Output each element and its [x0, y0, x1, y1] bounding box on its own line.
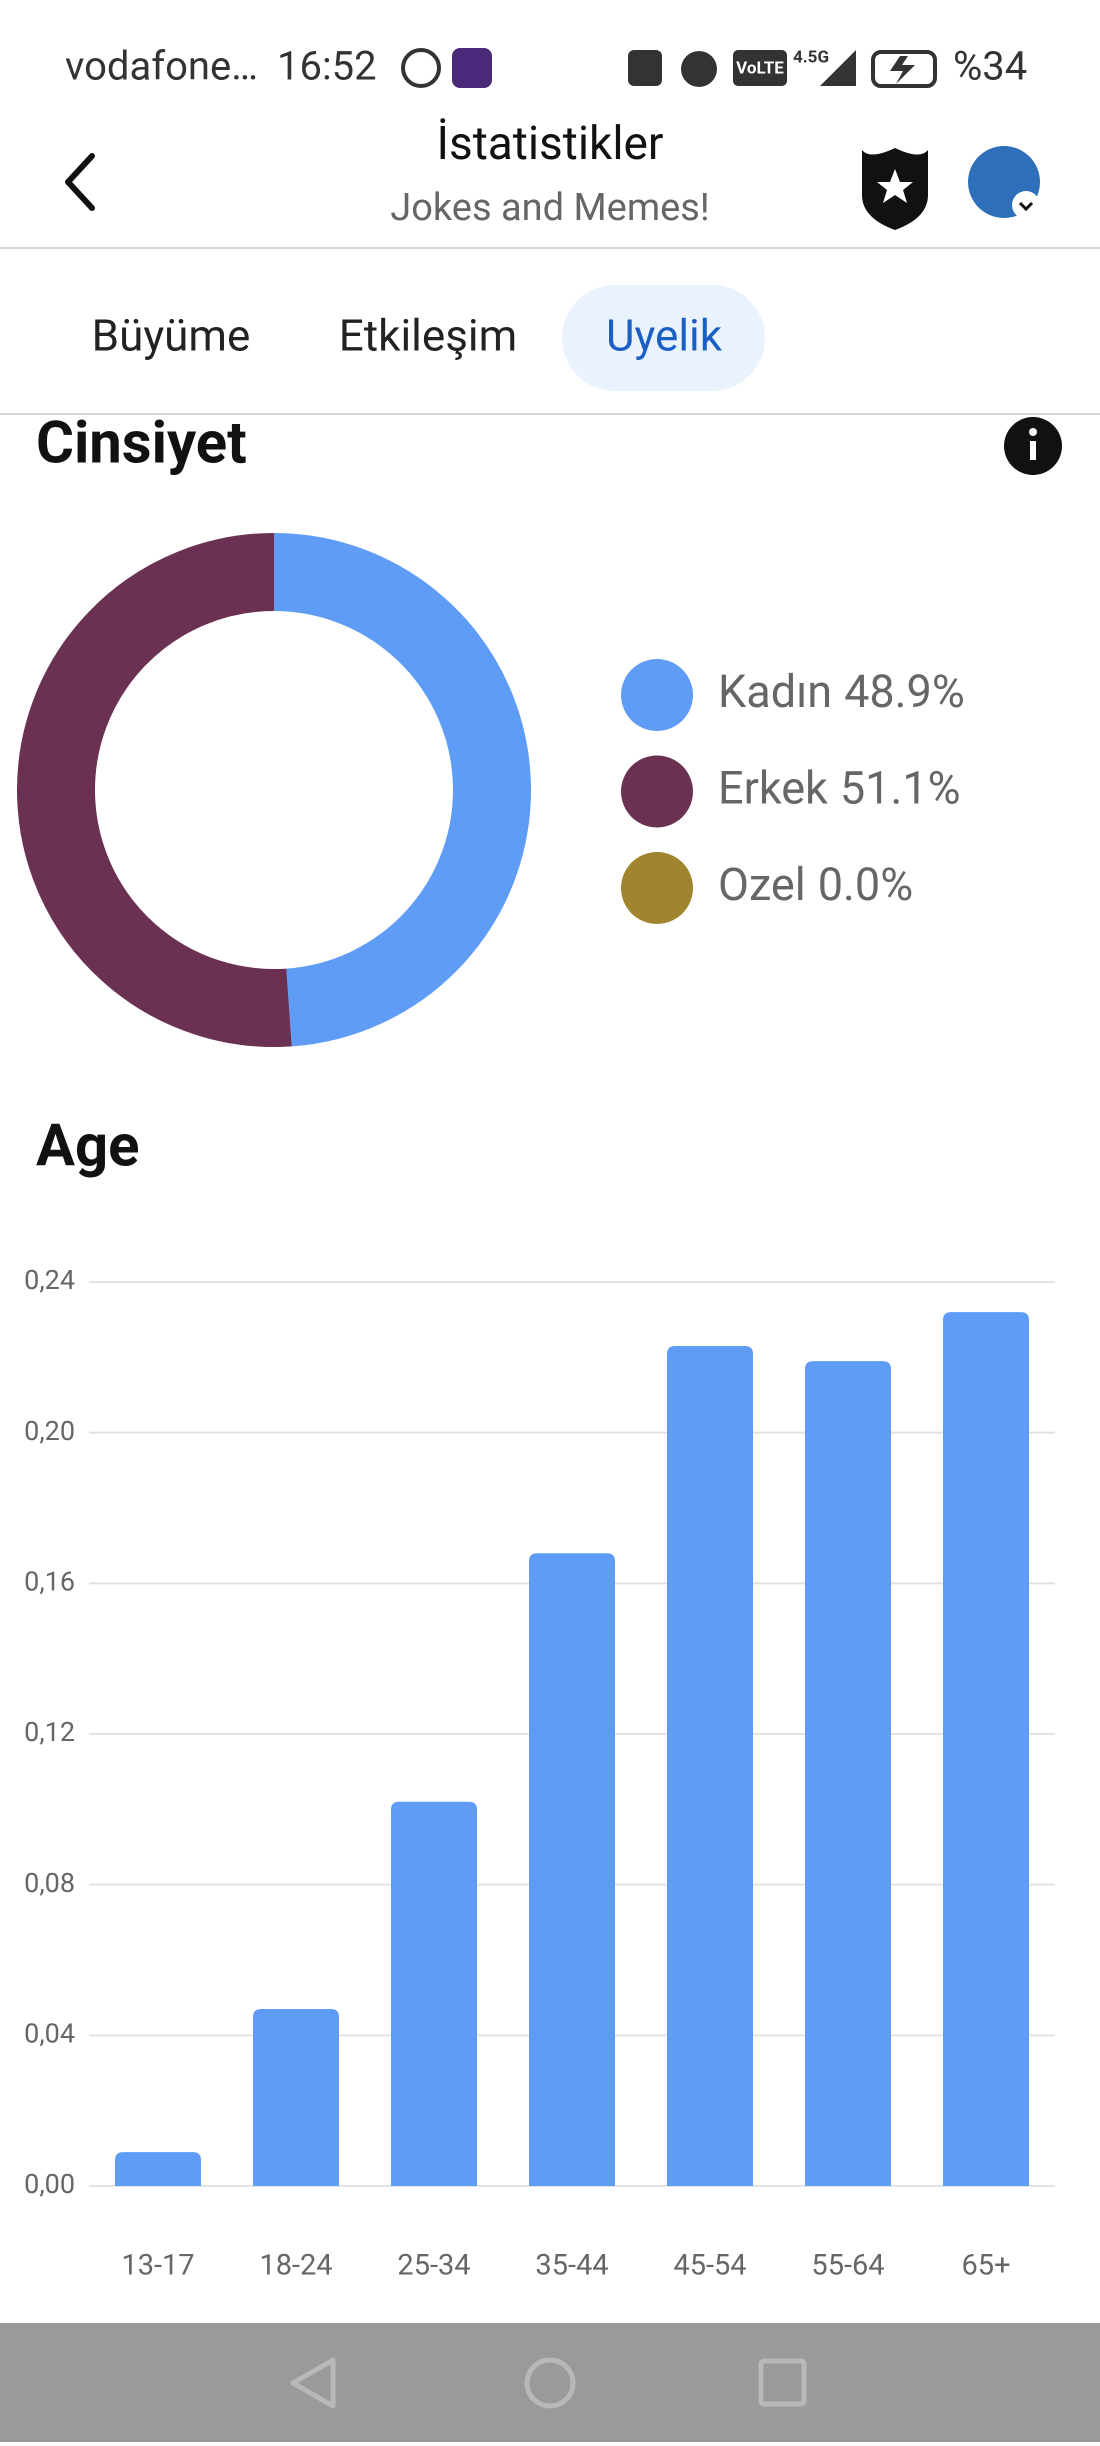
bar-chart: 0,00 0,04 0,08 0,12 0,16 0,20 0,24 13-17 18-24 25…: [24, 1264, 1055, 2283]
bar: [805, 1361, 891, 2186]
bar: [115, 2152, 201, 2186]
y-tick-label: 0,00: [24, 2168, 75, 2200]
clock: 16:52: [277, 43, 377, 90]
header-title: İstatistikler: [436, 117, 663, 171]
bar: [253, 2008, 339, 2186]
x-tick-label: 55-64: [811, 2249, 884, 2283]
tab[interactable]: Etkileşim: [339, 310, 517, 362]
info-bar: [1030, 441, 1036, 460]
y-tick-label: 0,20: [24, 1415, 75, 1447]
nav-recents[interactable]: [758, 2358, 807, 2407]
star-icon: [877, 169, 913, 203]
active-tab-pill: [562, 285, 765, 391]
legend-entry: Erkek 51.1%: [718, 761, 961, 814]
legend-name: Kadın: [718, 665, 832, 718]
legend-swatch: [621, 755, 693, 828]
section-title: Age: [36, 1112, 139, 1180]
section-title: Cinsiyet: [36, 409, 247, 477]
network-label: 4.5G: [793, 47, 829, 67]
header-subtitle: Jokes and Memes!: [390, 186, 709, 230]
legend-entry: Kadın 48.9%: [718, 665, 965, 718]
info-dot: [1029, 428, 1037, 436]
donut-chart: Kadın 48.9% Erkek 51.1% Ozel 0.0%: [17, 533, 965, 1047]
battery-level: %34: [953, 43, 1027, 90]
charging-icon: [890, 56, 915, 84]
tab-active[interactable]: Uyelik: [606, 310, 723, 362]
volte-label: VoLTE: [736, 58, 784, 78]
legend-name: Ozel: [718, 858, 806, 911]
volte-badge: [733, 50, 787, 86]
x-tick-label: 45-54: [673, 2249, 746, 2283]
y-tick-label: 0,24: [24, 1264, 75, 1296]
avatar-badge: [1012, 191, 1040, 219]
nav-back[interactable]: [290, 2357, 336, 2409]
y-tick-label: 0,12: [24, 1716, 75, 1748]
legend-name: Erkek: [718, 761, 828, 814]
nav-home[interactable]: [524, 2357, 576, 2409]
dropdown-icon: [1018, 201, 1034, 212]
y-tick-label: 0,08: [24, 1867, 75, 1899]
x-tick-label: 13-17: [121, 2249, 194, 2283]
bar: [391, 1801, 477, 2186]
legend-value: 51.1%: [840, 761, 961, 814]
legend-value: 48.9%: [844, 665, 965, 718]
x-tick-label: 65+: [961, 2249, 1010, 2283]
carrier: vodafone…: [65, 43, 258, 90]
bar: [529, 1553, 615, 2186]
bar: [943, 1312, 1029, 2186]
x-tick-label: 25-34: [397, 2249, 470, 2283]
app-icon: [452, 48, 492, 88]
y-tick-label: 0,04: [24, 2017, 75, 2049]
x-tick-label: 18-24: [259, 2249, 332, 2283]
legend-swatch: [621, 852, 693, 924]
signal-icon: [820, 50, 856, 86]
back-button[interactable]: [65, 153, 95, 211]
donut-segment: [273, 533, 531, 1047]
donut-segment: [17, 533, 292, 1047]
legend-value: 0.0%: [818, 858, 913, 911]
legend-swatch: [621, 659, 693, 731]
x-tick-label: 35-44: [535, 2249, 608, 2283]
alarm-icon: [681, 51, 717, 87]
battery-icon: [871, 50, 937, 88]
bar: [667, 1346, 753, 2186]
y-tick-label: 0,16: [24, 1565, 75, 1597]
tab[interactable]: Büyüme: [92, 310, 251, 362]
nfc-icon: [628, 50, 662, 86]
whatsapp-icon: [401, 48, 441, 88]
legend-entry: Ozel 0.0%: [718, 858, 913, 911]
navigation-bar: [0, 2323, 1100, 2442]
